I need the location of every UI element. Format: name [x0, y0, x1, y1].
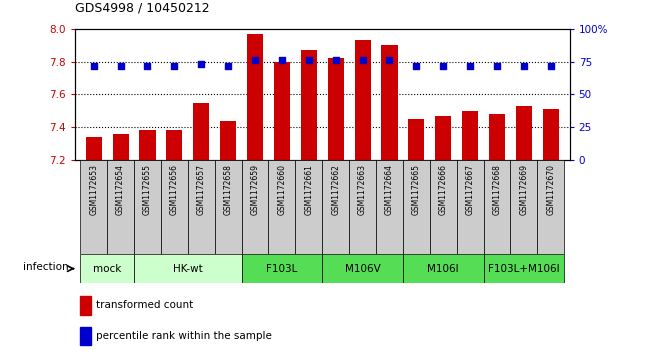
Bar: [296, 160, 322, 254]
Point: [546, 63, 556, 69]
Bar: [242, 160, 268, 254]
Text: M106I: M106I: [428, 264, 459, 274]
Text: F103L: F103L: [266, 264, 298, 274]
Bar: [457, 160, 484, 254]
Bar: [80, 160, 107, 254]
Text: GSM1172661: GSM1172661: [304, 164, 313, 215]
Text: GSM1172667: GSM1172667: [465, 164, 475, 215]
Bar: [349, 160, 376, 254]
Bar: [435, 116, 451, 160]
Text: GSM1172662: GSM1172662: [331, 164, 340, 215]
Point: [169, 63, 180, 69]
Bar: [215, 160, 242, 254]
Text: percentile rank within the sample: percentile rank within the sample: [96, 331, 271, 341]
Bar: [403, 160, 430, 254]
Bar: [489, 114, 505, 160]
Point: [223, 63, 233, 69]
Text: GSM1172654: GSM1172654: [116, 164, 125, 215]
Bar: [220, 121, 236, 160]
Bar: [381, 45, 398, 160]
Text: GSM1172658: GSM1172658: [224, 164, 232, 215]
Text: GSM1172668: GSM1172668: [493, 164, 501, 215]
Point: [465, 63, 475, 69]
Point: [196, 61, 206, 67]
Text: F103L+M106I: F103L+M106I: [488, 264, 560, 274]
Bar: [113, 134, 129, 160]
Text: GSM1172659: GSM1172659: [251, 164, 260, 215]
Bar: [268, 160, 296, 254]
Text: GSM1172666: GSM1172666: [439, 164, 448, 215]
Text: mock: mock: [93, 264, 121, 274]
Text: GSM1172653: GSM1172653: [89, 164, 98, 215]
Point: [331, 57, 341, 63]
Bar: [193, 103, 210, 160]
Text: GSM1172669: GSM1172669: [519, 164, 529, 215]
Bar: [247, 34, 263, 160]
Bar: [274, 62, 290, 160]
Bar: [484, 160, 510, 254]
Point: [250, 57, 260, 63]
Bar: [187, 160, 215, 254]
Bar: [80, 254, 134, 283]
Point: [438, 63, 449, 69]
Text: GSM1172670: GSM1172670: [546, 164, 555, 215]
Bar: [242, 254, 322, 283]
Point: [492, 63, 502, 69]
Bar: [166, 130, 182, 160]
Bar: [543, 109, 559, 160]
Point: [303, 57, 314, 63]
Text: GSM1172665: GSM1172665: [412, 164, 421, 215]
Text: GSM1172663: GSM1172663: [358, 164, 367, 215]
Point: [357, 57, 368, 63]
Bar: [80, 296, 90, 314]
Point: [143, 63, 153, 69]
Text: GDS4998 / 10450212: GDS4998 / 10450212: [75, 1, 210, 15]
Text: GSM1172664: GSM1172664: [385, 164, 394, 215]
Bar: [322, 254, 403, 283]
Bar: [322, 160, 349, 254]
Bar: [301, 50, 317, 160]
Bar: [107, 160, 134, 254]
Point: [411, 63, 422, 69]
Bar: [327, 58, 344, 160]
Bar: [80, 327, 90, 346]
Bar: [537, 160, 564, 254]
Text: GSM1172656: GSM1172656: [170, 164, 179, 215]
Text: GSM1172655: GSM1172655: [143, 164, 152, 215]
Bar: [462, 111, 478, 160]
Text: GSM1172660: GSM1172660: [277, 164, 286, 215]
Text: M106V: M106V: [344, 264, 380, 274]
Point: [89, 63, 99, 69]
Text: GSM1172657: GSM1172657: [197, 164, 206, 215]
Text: HK-wt: HK-wt: [173, 264, 202, 274]
Text: transformed count: transformed count: [96, 300, 193, 310]
Bar: [510, 160, 537, 254]
Text: infection: infection: [23, 262, 69, 272]
Bar: [376, 160, 403, 254]
Bar: [408, 119, 424, 160]
Bar: [134, 160, 161, 254]
Bar: [484, 254, 564, 283]
Bar: [161, 160, 187, 254]
Bar: [134, 254, 242, 283]
Bar: [86, 137, 102, 160]
Point: [384, 57, 395, 63]
Bar: [430, 160, 457, 254]
Bar: [516, 106, 532, 160]
Point: [115, 63, 126, 69]
Bar: [355, 41, 370, 160]
Bar: [403, 254, 484, 283]
Point: [277, 57, 287, 63]
Point: [519, 63, 529, 69]
Bar: [139, 130, 156, 160]
